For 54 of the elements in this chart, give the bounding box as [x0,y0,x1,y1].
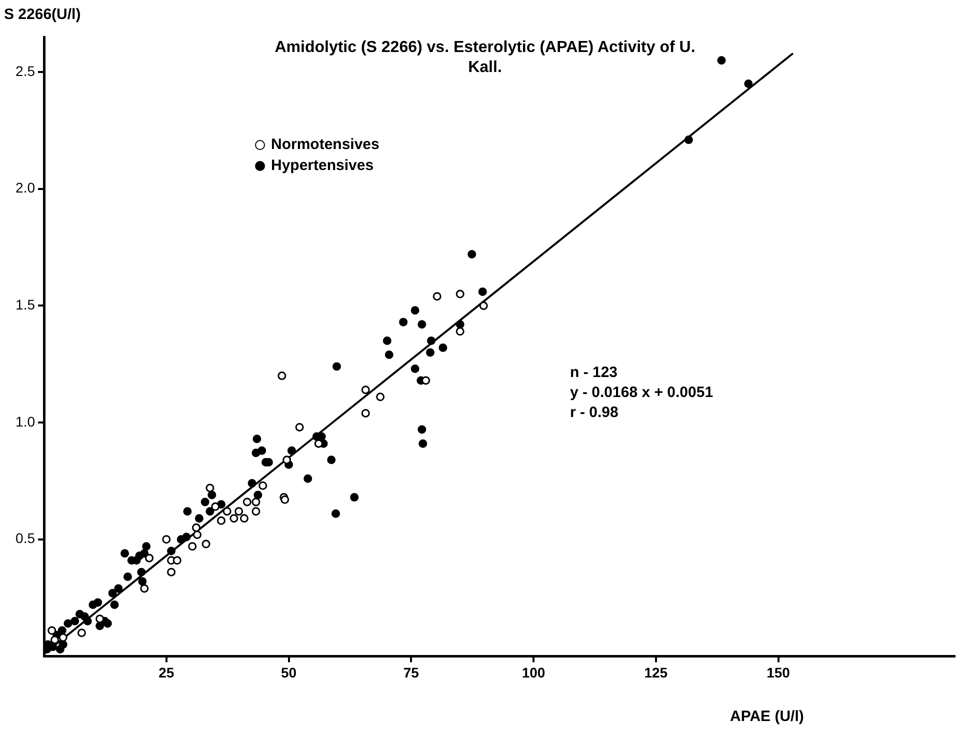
point [278,372,286,380]
point [144,554,154,562]
legend-label: Normotensives [271,136,380,153]
point [216,516,226,525]
annotation: r - 0.98 [570,403,620,423]
y-tick-label: 2.0 [16,180,36,196]
point [258,481,268,490]
point [211,502,220,511]
legend-label: Hypertensives [271,157,374,174]
x-tick-label: 75 [403,664,420,680]
x-tick-label: 50 [280,664,297,680]
point [252,498,260,506]
annotation: y - 0.0168 x + 0.0051 [570,383,714,403]
point [222,507,232,516]
x-tick-label: 25 [158,664,174,680]
x-axis-title: APAE (U/l) [730,708,804,725]
point [50,636,60,644]
point [192,530,202,539]
point [282,456,292,464]
point [140,584,149,593]
x-tick-label: 100 [522,664,546,680]
point [202,540,210,548]
point [206,484,214,492]
point [192,523,200,532]
y-tick-label: 2.5 [16,62,36,79]
point [361,386,370,394]
annotation: n - 123 [570,363,619,383]
y-tick-label: 1.5 [16,296,36,313]
point [230,514,238,523]
y-tick-label: 1.0 [16,413,36,430]
point [77,628,86,638]
point [295,422,304,432]
point [376,392,385,402]
point [162,535,171,544]
point [172,556,182,565]
point [58,633,68,642]
text: Amidolytic (S 2266) vs. Esterolytic (APAE) Activity of U. Kall. [274,38,696,78]
point [167,568,176,576]
x-tick-label: 150 [766,664,790,680]
point [432,292,442,301]
x-tick-label: 125 [644,664,668,680]
point [242,498,252,506]
y-axis-title: S 2266(U/l) [4,6,81,23]
point [240,514,248,523]
point [456,290,464,298]
y-tick-label: 0.5 [16,530,36,546]
point [96,614,104,624]
point [361,408,370,418]
point [479,301,488,310]
point [456,327,464,336]
point [48,626,56,635]
point [252,507,260,516]
point [234,507,244,516]
point [188,542,197,551]
